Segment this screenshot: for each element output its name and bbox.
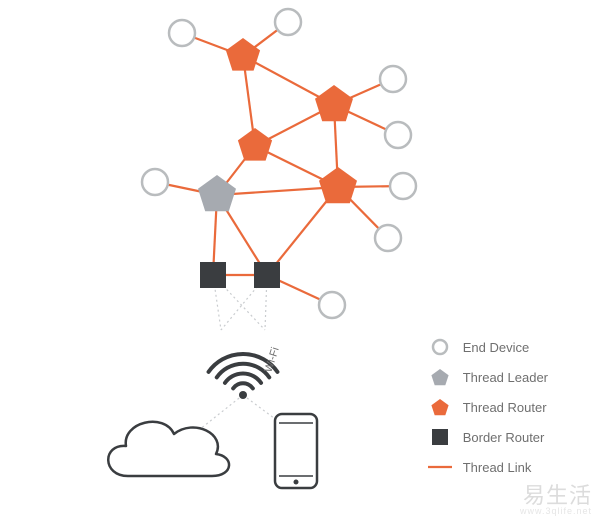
watermark-text: 易生活	[520, 485, 592, 507]
thread-leader	[198, 175, 236, 211]
end-device	[169, 20, 195, 46]
wifi-label: Wi-Fi	[262, 346, 281, 374]
legend-label: Border Router	[463, 430, 545, 445]
phone-icon	[275, 414, 317, 488]
border-router	[200, 262, 226, 288]
legend-label: Thread Router	[463, 400, 547, 415]
end-device-icon	[427, 337, 453, 357]
watermark-url: www.3qlife.net	[520, 507, 592, 516]
legend-label: Thread Link	[463, 460, 532, 475]
wifi-icon: Wi-Fi	[209, 346, 282, 399]
legend: End Device Thread Leader Thread Router B…	[427, 332, 548, 482]
thread-router	[238, 128, 272, 161]
thread-router	[319, 167, 357, 203]
legend-item-thread-router: Thread Router	[427, 392, 548, 422]
thread-leader-icon	[427, 366, 453, 388]
legend-label: End Device	[463, 340, 529, 355]
end-device	[390, 173, 416, 199]
end-device	[385, 122, 411, 148]
end-device	[380, 66, 406, 92]
legend-item-thread-link: Thread Link	[427, 452, 548, 482]
border-router	[254, 262, 280, 288]
legend-item-end-device: End Device	[427, 332, 548, 362]
end-device	[142, 169, 168, 195]
thread-router	[315, 85, 353, 121]
legend-item-thread-leader: Thread Leader	[427, 362, 548, 392]
end-device	[375, 225, 401, 251]
watermark: 易生活 www.3qlife.net	[520, 485, 592, 516]
end-device	[275, 9, 301, 35]
thread-link-icon	[427, 463, 453, 471]
thread-router	[226, 38, 260, 71]
legend-label: Thread Leader	[463, 370, 548, 385]
cloud-icon	[108, 422, 229, 476]
nodes	[142, 9, 416, 318]
end-device	[319, 292, 345, 318]
legend-item-border-router: Border Router	[427, 422, 548, 452]
thread-router-icon	[427, 396, 453, 418]
border-router-icon	[427, 428, 453, 446]
